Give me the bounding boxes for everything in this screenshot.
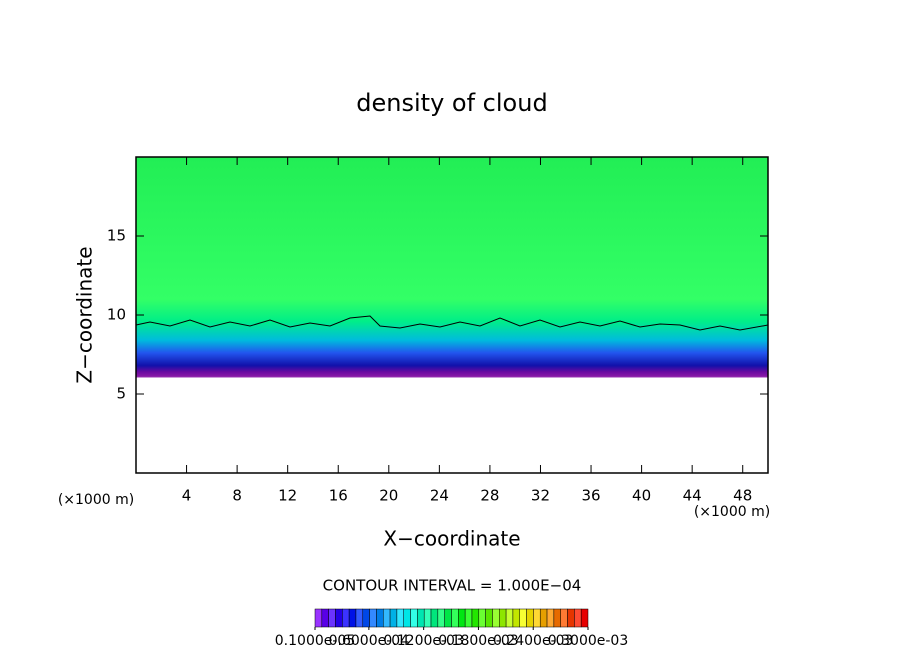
colorbar-swatch — [410, 608, 418, 628]
colorbar-label: 0.1800e-03 — [438, 633, 518, 649]
contour-interval: CONTOUR INTERVAL = 1.000E−04 — [323, 577, 582, 595]
x-tick-label: 20 — [379, 487, 398, 505]
y-tick-label: 5 — [116, 385, 126, 403]
x-tick-label: 8 — [232, 487, 242, 505]
x-tick-label: 40 — [632, 487, 651, 505]
colorbar-swatch — [574, 608, 582, 628]
colorbar-swatch — [471, 608, 480, 628]
colorbar-swatch — [539, 608, 548, 628]
colorbar-swatch — [485, 608, 493, 628]
colorbar-swatch — [348, 608, 357, 628]
colorbar-swatch — [533, 608, 541, 628]
colorbar-swatch — [342, 608, 350, 628]
colorbar-swatch — [458, 608, 466, 628]
colorbar: 0.1000e-050.6000e-040.1200e-030.1800e-03… — [275, 608, 628, 649]
colorbar-swatch — [580, 608, 589, 628]
colorbar-swatch — [526, 608, 534, 628]
colorbar-label: 0.2400e-03 — [493, 633, 573, 649]
x-tick-label: 24 — [430, 487, 449, 505]
x-tick-label: 32 — [531, 487, 550, 505]
colorbar-swatch — [567, 608, 575, 628]
colorbar-label: 0.1200e-03 — [383, 633, 463, 649]
colorbar-swatch — [451, 608, 459, 628]
cloud-field — [136, 157, 768, 473]
colorbar-swatch — [417, 608, 425, 628]
colorbar-label: 0.1000e-05 — [275, 633, 355, 649]
y-tick-label: 15 — [107, 227, 126, 245]
colorbar-swatch — [478, 608, 486, 628]
x-tick-label: 44 — [683, 487, 702, 505]
x-tick-label: 4 — [182, 487, 192, 505]
colorbar-swatch — [403, 608, 411, 628]
colorbar-swatch — [314, 608, 323, 628]
colorbar-swatch — [321, 608, 329, 628]
x-axis-title: X−coordinate — [383, 527, 520, 551]
colorbar-swatch — [499, 608, 507, 628]
colorbar-swatch — [505, 608, 514, 628]
chart-title: density of cloud — [356, 89, 547, 117]
contour-line — [135, 315, 769, 331]
colorbar-label: 0.6000e-04 — [329, 633, 410, 649]
colorbar-swatch — [519, 608, 527, 628]
colorbar-swatch — [328, 608, 336, 628]
colorbar-swatch — [423, 608, 432, 628]
colorbar-swatch — [383, 608, 391, 628]
y-tick-label: 10 — [107, 306, 126, 324]
colorbar-swatch — [512, 608, 520, 628]
colorbar-swatch — [355, 608, 364, 628]
colorbar-swatch — [362, 608, 370, 628]
colorbar-swatch — [376, 608, 384, 628]
x-tick-label: 28 — [480, 487, 499, 505]
colorbar-swatch — [464, 608, 473, 628]
y-axis-title: Z−coordinate — [73, 246, 97, 383]
colorbar-swatch — [396, 608, 404, 628]
colorbar-label: 0.3000e-03 — [548, 633, 628, 649]
colorbar-swatch — [335, 608, 343, 628]
x-tick-label: 36 — [581, 487, 600, 505]
x-tick-label: 12 — [278, 487, 297, 505]
colorbar-swatch — [389, 608, 398, 628]
colorbar-swatch — [492, 608, 500, 628]
colorbar-swatch — [546, 608, 555, 628]
colorbar-swatch — [430, 608, 439, 628]
x-tick-label: 16 — [329, 487, 348, 505]
colorbar-swatch — [560, 608, 568, 628]
x-tick-label: 48 — [733, 487, 752, 505]
colorbar-swatch — [444, 608, 452, 628]
x-unit: (×1000 m) — [694, 504, 770, 520]
colorbar-swatch — [553, 608, 561, 628]
y-unit: (×1000 m) — [58, 492, 134, 508]
colorbar-swatch — [369, 608, 377, 628]
colorbar-swatch — [437, 608, 445, 628]
